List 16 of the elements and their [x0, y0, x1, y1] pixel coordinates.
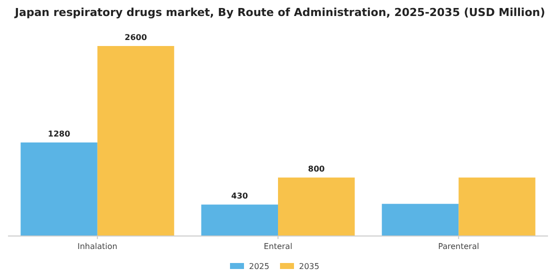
data-label: 1280: [48, 129, 71, 138]
data-label: 430: [231, 192, 248, 201]
data-label: 800: [308, 164, 326, 174]
bar: [201, 204, 278, 236]
legend-label: 2025: [249, 262, 270, 271]
x-tick-label: Parenteral: [438, 242, 480, 251]
bar: [382, 204, 459, 236]
legend-label: 2035: [299, 262, 320, 271]
x-tick-label: Inhalation: [77, 242, 118, 251]
data-label: 2600: [124, 33, 148, 42]
x-tick-label: Enteral: [264, 242, 292, 251]
bar: [20, 142, 98, 236]
bar: [97, 46, 174, 236]
bar: [278, 178, 355, 236]
bar: [458, 178, 536, 236]
chart-title: Japan respiratory drugs market, By Route of Administration, 2025-2035 (USD Million): [14, 6, 546, 19]
